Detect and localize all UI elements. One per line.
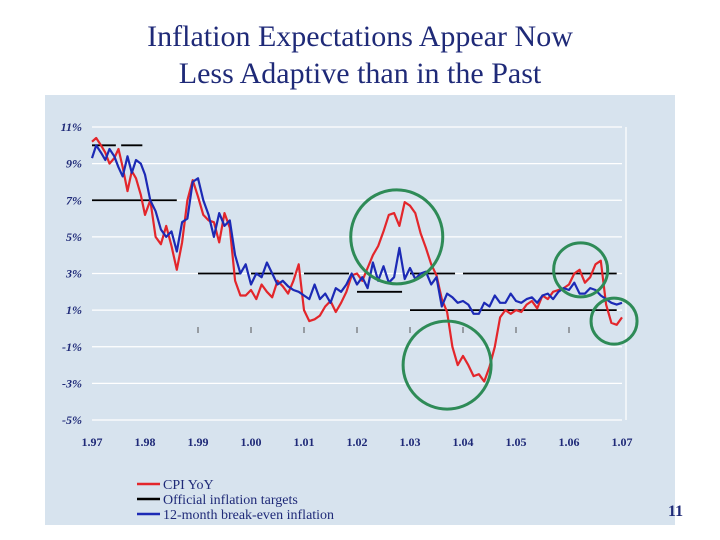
x-tick-label: 1.99 xyxy=(188,435,209,449)
y-tick-label: -3% xyxy=(62,376,82,390)
x-tick-label: 1.06 xyxy=(559,435,580,449)
breakeven-line xyxy=(90,144,623,315)
x-tick-label: 1.07 xyxy=(612,435,633,449)
x-tick-label: 1.00 xyxy=(241,435,262,449)
breakeven-series xyxy=(90,144,623,315)
y-tick-label: 3% xyxy=(65,267,82,281)
legend-label: CPI YoY xyxy=(163,478,214,493)
x-tick-label: 1.97 xyxy=(82,435,103,449)
title-line-2: Less Adaptive than in the Past xyxy=(178,57,542,90)
y-tick-label: 1% xyxy=(66,303,82,317)
highlight-circles xyxy=(349,188,639,411)
y-tick-label: 9% xyxy=(66,157,82,171)
legend-label: Official inflation targets xyxy=(163,493,298,508)
highlight-circle xyxy=(552,241,610,299)
y-axis-ticks: 11% 9% 7% 5% 3% 1% -1% -3% -5% xyxy=(61,120,82,427)
x-tick-label: 1.04 xyxy=(453,435,474,449)
highlight-circle xyxy=(401,319,493,411)
x-tick-label: 1.01 xyxy=(294,435,315,449)
legend-label: 12-month break-even inflation xyxy=(163,508,334,523)
slide-title: Inflation Expectations Appear Now Less A… xyxy=(40,18,680,92)
y-tick-label: -1% xyxy=(62,340,82,354)
highlight-circle xyxy=(349,188,445,286)
y-tick-label: 11% xyxy=(61,120,82,134)
y-tick-label: -5% xyxy=(62,413,82,427)
highlight-circle xyxy=(589,296,639,346)
x-tick-label: 1.03 xyxy=(400,435,421,449)
title-line-1: Inflation Expectations Appear Now xyxy=(147,20,573,53)
x-tick-label: 1.02 xyxy=(347,435,368,449)
page-number: 11 xyxy=(668,503,684,520)
x-tick-label: 1.98 xyxy=(135,435,156,449)
y-tick-label: 5% xyxy=(66,230,82,244)
x-axis-ticks: 1.97 1.98 1.99 1.00 1.01 1.02 1.03 1.04 1.05 1.06… xyxy=(82,327,633,449)
x-tick-label: 1.05 xyxy=(506,435,527,449)
y-tick-label: 7% xyxy=(66,193,82,207)
target-series xyxy=(92,144,617,312)
